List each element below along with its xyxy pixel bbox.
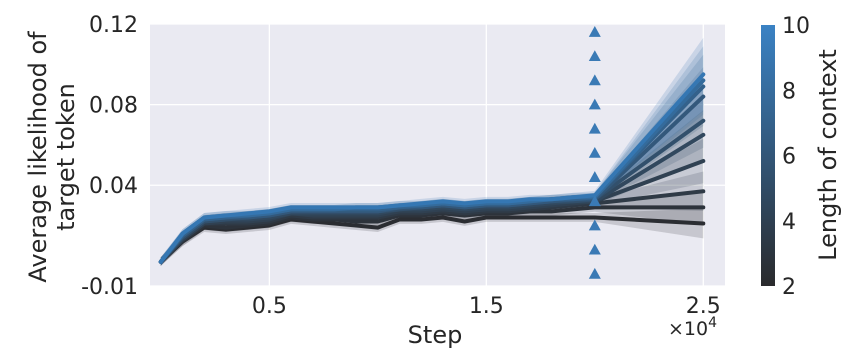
- triangle-marker: [588, 195, 601, 207]
- triangle-marker: [588, 98, 601, 110]
- gridlines: [150, 23, 725, 287]
- triangle-marker: [588, 26, 601, 37]
- colorbar-tick-label: 2: [782, 275, 796, 300]
- triangle-marker: [588, 171, 601, 182]
- colorbar-tick-label: 10: [782, 14, 810, 39]
- x-tick-label: 2.5: [686, 294, 721, 319]
- triangle-marker: [588, 267, 601, 279]
- y-axis-label-line-1: Average likelihood of: [24, 31, 52, 283]
- triangle-markers: [588, 26, 601, 279]
- triangle-marker: [588, 74, 601, 86]
- triangle-marker: [588, 219, 601, 231]
- x-multiplier: ×104: [668, 315, 717, 340]
- colorbar-tick-label: 8: [782, 79, 796, 104]
- series-lines: [158, 72, 706, 264]
- colorbar-ticks: 2 4 6 8 10: [782, 14, 810, 300]
- x-tick-label: 0.5: [252, 294, 287, 319]
- series-line-context-11: [158, 72, 706, 264]
- confidence-band: [160, 208, 704, 266]
- y-tick-label: -0.01: [81, 275, 138, 300]
- y-tick-label: 0.04: [89, 174, 138, 199]
- x-axis-label: Step: [408, 321, 463, 349]
- series-line-context-3: [158, 205, 706, 264]
- y-axis-label: Average likelihood of target token: [24, 31, 80, 283]
- triangle-marker: [588, 243, 601, 255]
- y-axis-ticks: -0.01 0.04 0.08 0.12: [81, 13, 138, 300]
- triangle-marker: [588, 146, 601, 158]
- colorbar: [761, 25, 775, 286]
- y-tick-label: 0.08: [89, 94, 138, 119]
- y-axis-label-line-2: target token: [52, 83, 80, 231]
- colorbar-tick-label: 4: [782, 210, 796, 235]
- series-line-context-2: [158, 215, 706, 264]
- x-tick-label: 1.5: [469, 294, 504, 319]
- triangle-marker: [588, 50, 601, 62]
- colorbar-tick-label: 6: [782, 145, 796, 170]
- x-axis-ticks: 0.5 1.5 2.5: [252, 294, 721, 319]
- x-multiplier-exponent: 4: [708, 315, 717, 331]
- x-multiplier-base: ×10: [668, 318, 708, 340]
- colorbar-label: Length of context: [814, 49, 842, 261]
- y-tick-label: 0.12: [89, 13, 138, 38]
- triangle-marker: [588, 122, 601, 134]
